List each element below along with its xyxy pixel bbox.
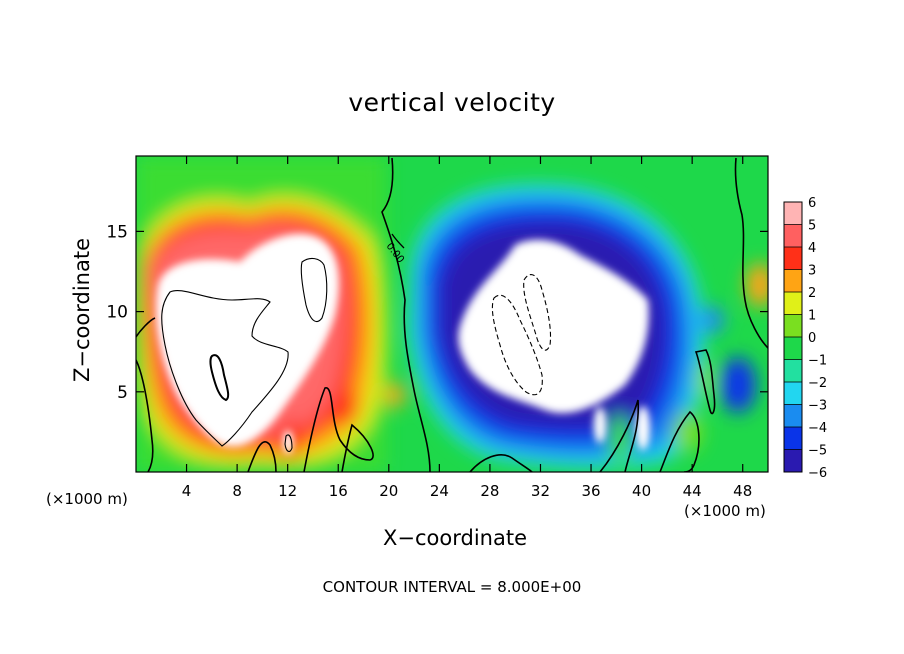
y-tick-label: 10 — [106, 303, 128, 323]
zero-contour-center — [381, 157, 431, 472]
colorbar-tick-label: 5 — [808, 219, 816, 234]
colorbar-band — [784, 292, 802, 315]
contour-lines — [136, 157, 768, 472]
colorbar-tick-label: −4 — [808, 421, 827, 436]
colorbar-band — [784, 382, 802, 405]
positive-contour — [161, 290, 289, 447]
heatmap-plot-area: 0.00 — [136, 156, 768, 472]
y-axis-label: Z−coordinate — [70, 238, 94, 382]
colorbar-tick-label: 4 — [808, 241, 816, 256]
chart-title: vertical velocity — [348, 88, 556, 117]
colorbar: 6 5 4 3 2 1 0 −1 −2 −3 −4 −5 −6 — [783, 196, 827, 481]
colorbar-band — [784, 427, 802, 450]
colorbar-band — [784, 359, 802, 383]
x-unit-label-left: (×1000 m) — [46, 490, 128, 508]
colorbar-band — [784, 224, 802, 248]
updraft-core — [156, 233, 339, 447]
x-tick-label: 12 — [278, 482, 297, 500]
downdraft-core — [458, 239, 649, 414]
colorbar-band — [784, 269, 802, 293]
colorbar-tick-label: −3 — [808, 399, 827, 414]
x-tick-label: 40 — [632, 482, 651, 500]
colorbar-band — [784, 404, 802, 428]
x-axis-label: X−coordinate — [383, 526, 527, 550]
colorbar-tick-label: 2 — [808, 286, 816, 301]
x-axis: 4 8 12 16 20 24 28 32 36 40 44 48 — [182, 156, 752, 500]
x-unit-label-right: (×1000 m) — [684, 502, 766, 520]
colorbar-tick-label: 6 — [808, 196, 816, 211]
x-tick-label: 4 — [182, 482, 192, 500]
x-tick-label: 48 — [733, 482, 752, 500]
plot-frame — [135, 155, 769, 473]
colorbar-band — [784, 449, 802, 473]
negative-contour-dashed — [491, 294, 543, 396]
x-tick-label: 16 — [329, 482, 348, 500]
colorbar-tick-label: −5 — [808, 444, 827, 459]
colorbar-tick-label: −1 — [808, 354, 827, 369]
y-tick-label: 15 — [106, 222, 128, 242]
saturated-cores — [156, 233, 650, 454]
colorbar-band — [784, 247, 802, 270]
colorbar-tick-label: 3 — [808, 264, 816, 279]
colorbar-band — [784, 202, 802, 225]
x-tick-label: 44 — [683, 482, 702, 500]
colorbar-band — [784, 314, 802, 338]
colorbar-tick-label: 0 — [808, 331, 816, 346]
x-tick-label: 36 — [581, 482, 600, 500]
x-tick-label: 20 — [379, 482, 398, 500]
x-tick-label: 24 — [430, 482, 449, 500]
contour-interval-label: CONTOUR INTERVAL = 8.000E+00 — [322, 578, 582, 596]
colorbar-tick-label: 1 — [808, 309, 816, 324]
y-tick-label: 5 — [117, 383, 128, 403]
y-axis: 5 10 15 — [106, 222, 768, 403]
colorbar-tick-label: −2 — [808, 376, 827, 391]
x-tick-label: 28 — [480, 482, 499, 500]
colorbar-tick-label: −6 — [808, 466, 827, 481]
colorbar-band — [784, 337, 802, 360]
x-tick-label: 32 — [531, 482, 550, 500]
x-tick-label: 8 — [232, 482, 242, 500]
